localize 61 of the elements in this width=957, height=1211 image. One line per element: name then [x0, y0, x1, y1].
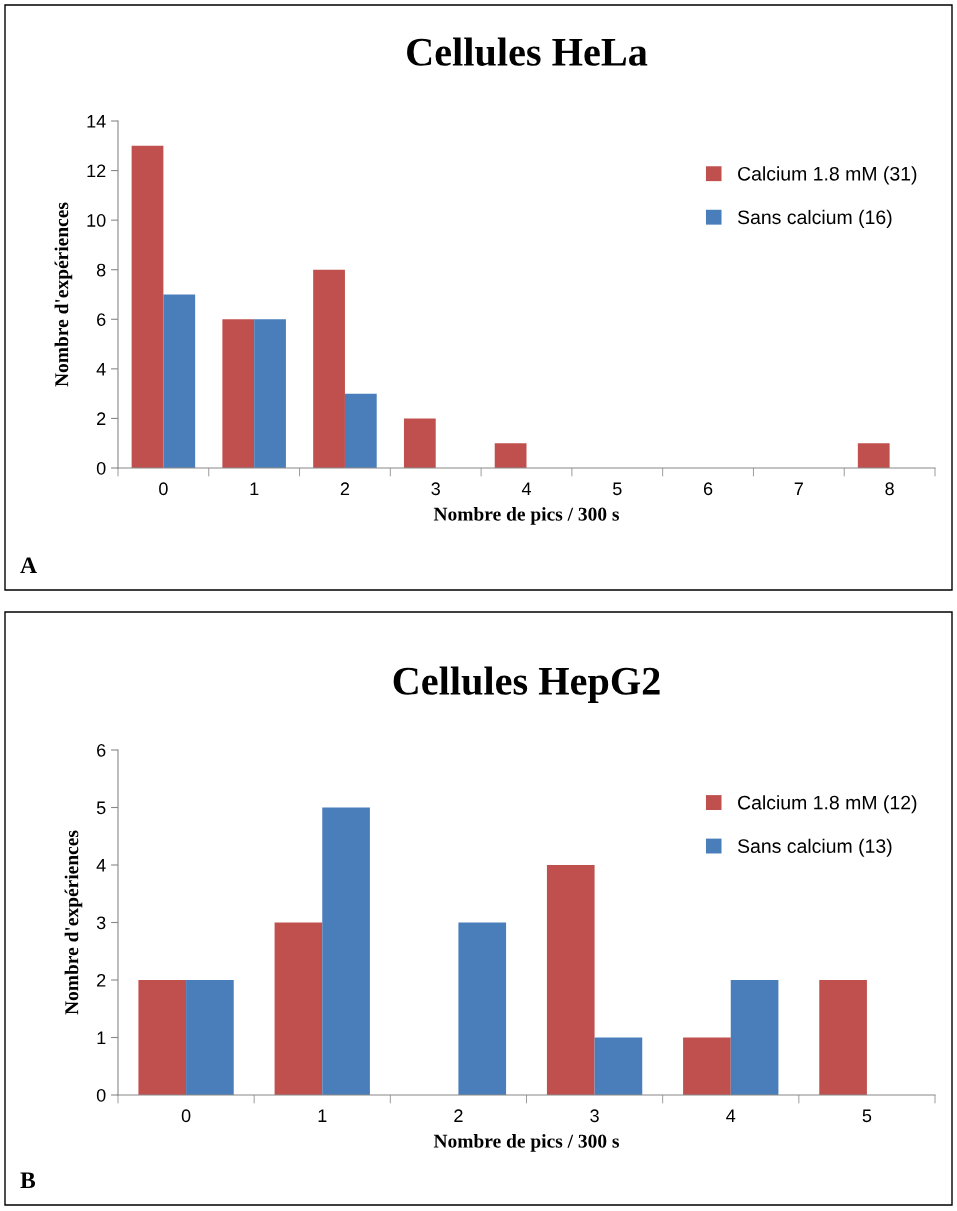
- y-tick-label: 8: [96, 263, 106, 277]
- legend-label: Calcium 1.8 mM (31): [738, 166, 917, 185]
- bar: [458, 922, 507, 1095]
- y-tick-label: 2: [97, 412, 106, 425]
- bar: [594, 1037, 643, 1095]
- y-tick-label: 6: [97, 313, 106, 327]
- chart-title: Cellules HeLa: [407, 37, 648, 66]
- x-tick-label: 5: [612, 482, 622, 496]
- x-tick-label: 0: [159, 482, 168, 496]
- bar: [313, 269, 345, 468]
- legend-label: Sans calcium (13): [737, 838, 892, 857]
- bar: [222, 319, 255, 468]
- y-tick-label: 3: [96, 916, 106, 930]
- x-tick-label: 5: [862, 1109, 872, 1123]
- x-tick-label: 1: [250, 482, 259, 495]
- bar: [494, 443, 527, 468]
- y-tick-label: 0: [96, 461, 106, 475]
- x-tick-label: 2: [340, 482, 350, 495]
- bar: [344, 393, 377, 468]
- x-tick-label: 7: [794, 482, 803, 495]
- x-tick-label: 0: [181, 1109, 191, 1123]
- bar: [857, 443, 890, 468]
- x-tick-label: 3: [431, 482, 440, 496]
- bar: [186, 980, 234, 1095]
- bar: [254, 319, 286, 468]
- bar: [546, 865, 595, 1095]
- y-tick-label: 0: [96, 1088, 106, 1102]
- legend-label: Calcium 1.8 mM (12): [738, 795, 917, 814]
- x-axis-title: Nombre de pics / 300 s: [433, 1134, 620, 1152]
- y-tick-label: 4: [96, 362, 106, 376]
- chart-title: Cellules HepG2: [393, 666, 660, 704]
- y-axis-title: Nombre d'expériences: [54, 202, 73, 387]
- x-tick-label: 6: [703, 482, 713, 496]
- bar: [163, 294, 196, 468]
- x-tick-label: 8: [885, 482, 894, 496]
- x-axis-title: Nombre de pics / 300 s: [433, 507, 620, 525]
- bar: [403, 418, 436, 468]
- bar: [730, 980, 779, 1095]
- legend-label: Sans calcium (16): [737, 209, 892, 228]
- y-tick-label: 1: [97, 1031, 106, 1045]
- y-tick-label: 12: [87, 164, 106, 178]
- bar: [131, 145, 164, 468]
- y-tick-label: 4: [96, 859, 106, 872]
- bar: [322, 807, 370, 1095]
- bar: [138, 980, 187, 1095]
- y-axis-title: Nombre d'expériences: [64, 830, 83, 1015]
- x-tick-label: 4: [521, 482, 531, 495]
- bar: [683, 1037, 731, 1095]
- y-tick-label: 5: [96, 801, 106, 815]
- bar: [274, 922, 323, 1095]
- y-tick-label: 10: [87, 214, 106, 227]
- x-tick-label: 3: [590, 1109, 599, 1123]
- x-tick-label: 1: [318, 1109, 327, 1122]
- bar: [819, 980, 867, 1095]
- text: B: [20, 1172, 36, 1189]
- y-tick-label: 14: [87, 115, 106, 128]
- text: A: [20, 557, 37, 573]
- y-tick-label: 2: [97, 973, 106, 987]
- y-tick-label: 6: [97, 743, 106, 757]
- x-tick-label: 4: [726, 1109, 736, 1122]
- x-tick-label: 2: [454, 1109, 463, 1122]
